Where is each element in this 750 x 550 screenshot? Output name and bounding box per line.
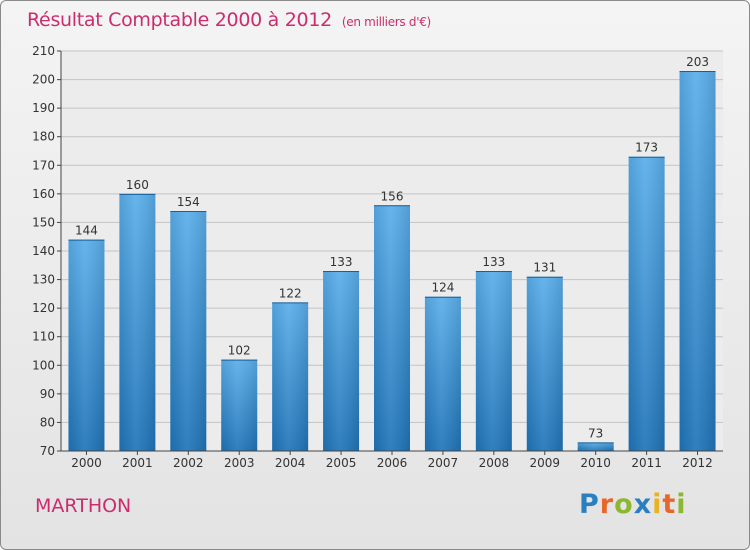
bar-value-label: 156 — [381, 189, 404, 203]
chart-title-text: Résultat Comptable 2000 à 2012 — [27, 9, 332, 31]
y-tick-label: 140 — [32, 244, 55, 258]
bar-value-label: 102 — [228, 344, 251, 358]
logo-letter: r — [599, 489, 615, 520]
y-tick-label: 170 — [32, 158, 55, 172]
bar-shading — [526, 276, 563, 451]
bar-value-label: 133 — [482, 255, 505, 269]
bar-shading — [424, 296, 461, 451]
y-tick-label: 90 — [40, 387, 55, 401]
y-tick-label: 200 — [32, 73, 55, 87]
x-tick-label: 2001 — [122, 456, 153, 470]
bar-shading — [628, 156, 665, 451]
x-tick-label: 2005 — [326, 456, 357, 470]
bar-value-label: 144 — [75, 224, 98, 238]
x-tick-label: 2000 — [71, 456, 102, 470]
x-tick-label: 2010 — [580, 456, 611, 470]
chart-subtitle: (en milliers d'€) — [341, 15, 431, 29]
bar-shading — [119, 193, 156, 451]
bar-shading — [68, 239, 105, 451]
bar-value-label: 122 — [279, 286, 302, 300]
bar-shading — [475, 271, 512, 451]
bar-value-label: 203 — [686, 55, 709, 69]
y-tick-label: 120 — [32, 301, 55, 315]
x-tick-label: 2008 — [479, 456, 510, 470]
y-tick-label: 110 — [32, 330, 55, 344]
bar-shading — [170, 211, 207, 451]
logo-letter: o — [614, 489, 634, 520]
logo-letter: x — [633, 489, 653, 520]
y-tick-label: 190 — [32, 101, 55, 115]
location-name: MARTHON — [35, 495, 132, 517]
logo-letter: t — [662, 489, 677, 520]
bar-value-label: 154 — [177, 195, 200, 209]
x-tick-label: 2012 — [682, 456, 713, 470]
x-tick-label: 2011 — [631, 456, 662, 470]
bar-value-label: 131 — [533, 261, 556, 275]
chart-title: Résultat Comptable 2000 à 2012 (en millie… — [27, 9, 431, 31]
x-tick-label: 2003 — [224, 456, 255, 470]
bar-shading — [374, 205, 410, 451]
bar-value-label: 160 — [126, 178, 149, 192]
x-tick-label: 2004 — [275, 456, 306, 470]
logo-letter: i — [676, 489, 687, 520]
y-tick-label: 160 — [32, 187, 55, 201]
y-tick-label: 210 — [32, 44, 55, 58]
bar-shading — [323, 271, 360, 451]
bar-value-label: 173 — [635, 141, 658, 155]
y-tick-label: 180 — [32, 130, 55, 144]
x-tick-label: 2002 — [173, 456, 204, 470]
y-tick-label: 80 — [40, 415, 55, 429]
bar-shading — [272, 302, 309, 451]
logo-letter: i — [652, 489, 663, 520]
y-tick-label: 100 — [32, 358, 55, 372]
bar-value-label: 133 — [330, 255, 353, 269]
y-tick-label: 70 — [40, 444, 55, 458]
x-tick-label: 2009 — [529, 456, 560, 470]
proxiti-logo: Proxiti — [579, 489, 687, 520]
bar-value-label: 124 — [431, 281, 454, 295]
bar-value-label: 73 — [588, 426, 603, 440]
y-tick-label: 150 — [32, 215, 55, 229]
bar-shading — [679, 71, 716, 451]
logo-letter: P — [579, 489, 600, 520]
x-tick-label: 2007 — [428, 456, 459, 470]
y-tick-label: 130 — [32, 273, 55, 287]
bar-shading — [221, 359, 258, 451]
x-tick-label: 2006 — [377, 456, 408, 470]
bar-shading — [577, 442, 614, 451]
